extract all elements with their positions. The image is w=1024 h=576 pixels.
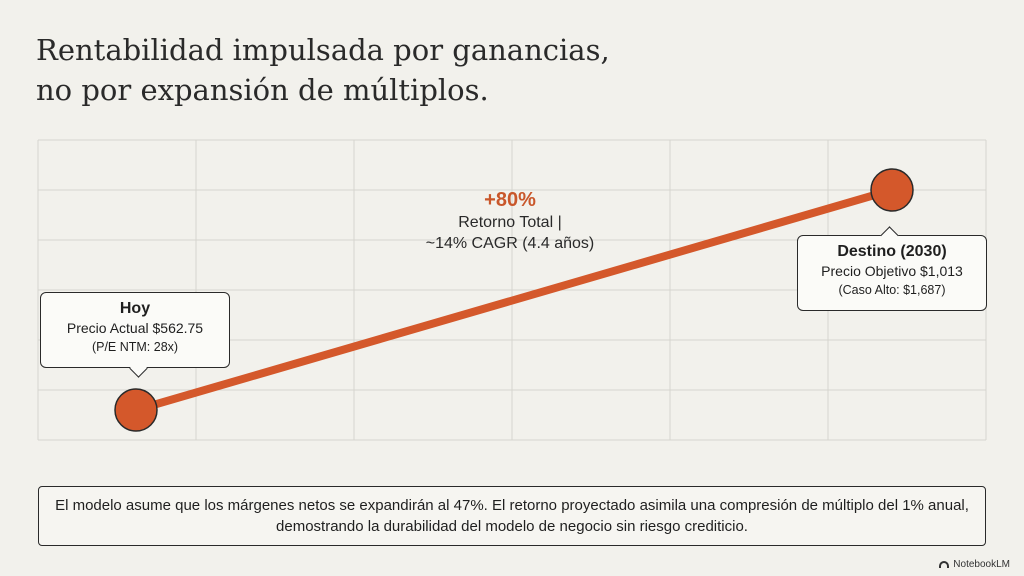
return-value: +80% <box>484 189 536 211</box>
model-note-text: El modelo asume que los márgenes netos s… <box>55 497 969 535</box>
callout-hoy-heading: Hoy <box>119 300 151 317</box>
callout-hoy-pe: (P/E NTM: 28x) <box>91 340 179 354</box>
notebooklm-logo-icon <box>939 561 950 568</box>
model-note: El modelo asume que los márgenes netos s… <box>38 486 986 546</box>
title-line-1: Rentabilidad impulsada por ganancias, <box>36 33 610 67</box>
series-line <box>132 186 896 414</box>
return-line-2: ~14% CAGR (4.4 años) <box>425 235 595 252</box>
chart-marks <box>114 168 914 432</box>
return-annotation: +80% Retorno Total | ~14% CAGR (4.4 años… <box>380 188 640 254</box>
watermark-text: NotebookLM <box>953 559 1010 570</box>
callout-destino-high-case: (Caso Alto: $1,687) <box>838 283 946 297</box>
return-line-1: Retorno Total | <box>458 214 562 231</box>
data-point-hoy <box>114 388 158 432</box>
callout-destino-price: Precio Objetivo $1,013 <box>821 263 963 279</box>
callout-destino: Destino (2030) Precio Objetivo $1,013 (C… <box>797 225 987 311</box>
callout-hoy-price: Precio Actual $562.75 <box>66 320 204 336</box>
callout-destino-heading: Destino (2030) <box>837 243 947 260</box>
data-point-destino <box>870 168 914 212</box>
callout-hoy: Hoy Precio Actual $562.75 (P/E NTM: 28x) <box>40 292 230 378</box>
watermark: NotebookLM <box>939 559 1010 570</box>
page-title: Rentabilidad impulsada por ganancias, no… <box>36 30 610 110</box>
title-line-2: no por expansión de múltiplos. <box>36 73 489 107</box>
